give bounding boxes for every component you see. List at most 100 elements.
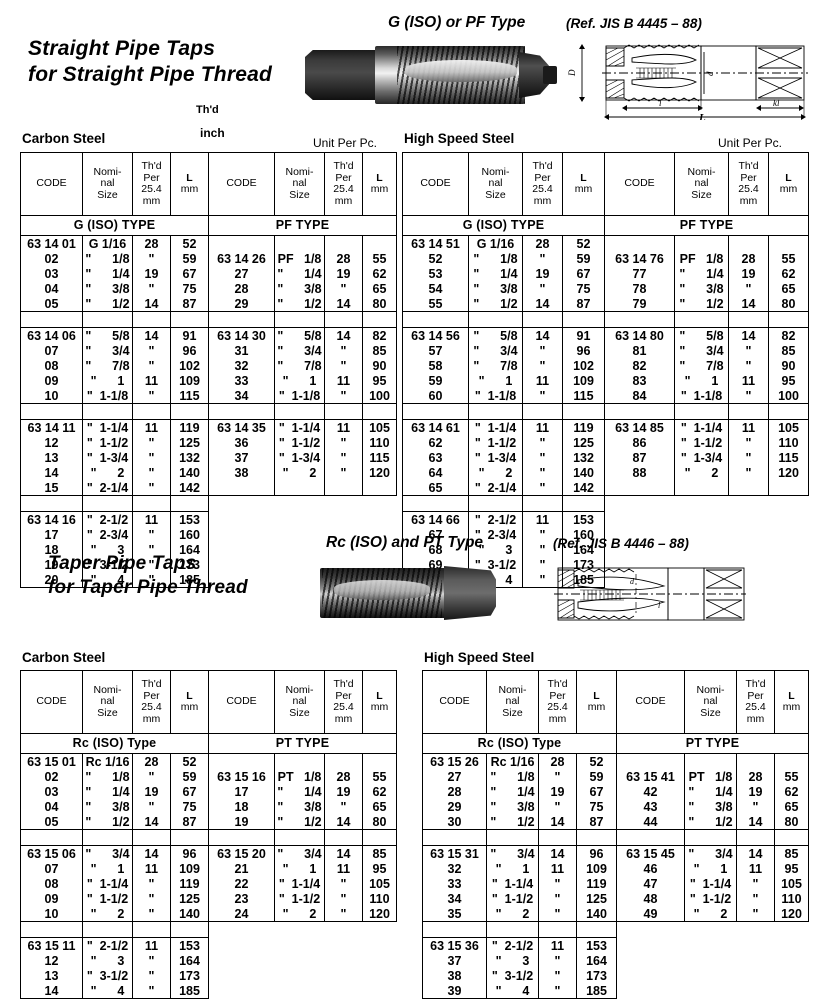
cell-thd-left: " [538,799,577,814]
cell-code-left: 63 14 06 [20,327,83,343]
cell-code-right: 83 [604,373,675,388]
cell-code-right [616,753,685,769]
cell-code-left: 02 [20,251,83,266]
cell-length-right: 62 [768,266,809,281]
table-row: 58 " 7/8 " 102 82 " 7/8 " 90 [402,358,809,373]
cell-size-right [274,753,325,769]
cell-length-right: 62 [774,784,809,799]
cell-size-left: " 3/4 [82,845,133,861]
cell-thd-left: " [132,435,171,450]
group-separator-cell [486,921,539,938]
table-row: 20 " 4 " 185 [20,572,397,588]
cell-thd-left: " [522,480,563,496]
cell-empty-right [363,953,397,968]
group-separator [402,311,809,328]
cell-code-left: 38 [422,968,487,983]
cell-code-left: 33 [422,876,487,891]
cell-length-left: 132 [562,450,605,465]
table-type-row: Rc (ISO) Type PT TYPE [422,733,809,754]
cell-thd-left: 14 [522,327,563,343]
cell-thd-right: " [728,388,769,404]
cell-thd-right: 11 [728,373,769,388]
cell-empty-right [325,968,363,983]
cell-thd-left: " [132,465,171,480]
cell-length-left: 91 [170,327,209,343]
cell-code-left: 30 [422,814,487,830]
cell-thd-right [324,480,363,496]
cell-thd-right: " [324,906,363,922]
cell-size-right [274,480,325,496]
cell-length-right [362,235,397,251]
cell-size-right: " 1-1/2 [274,891,325,906]
cell-thd-right: 11 [324,861,363,876]
th-nominal-size-right: Nomi-nal Size [684,670,737,734]
cell-empty-right [769,527,809,542]
cell-code-left: 08 [20,876,83,891]
cell-length-left: 87 [170,814,209,830]
cell-length-right [768,480,809,496]
table-row: 52 " 1/8 " 59 63 14 76 PF 1/8 28 55 [402,251,809,266]
cell-length-left: 115 [562,388,605,404]
group-separator-cell [363,922,397,938]
dim-label-l: l [659,98,662,108]
table-row: 38 " 3-1/2 " 173 [422,968,809,983]
cell-length-right: 82 [362,327,397,343]
th-thd-right: Th'd Per 25.4 mm [324,152,363,216]
cell-length-left: 164 [562,542,605,557]
taper-type-label: Rc (ISO) and PT Type [326,534,484,551]
cell-size-left: " 5/8 [82,327,133,343]
cell-length-right: 100 [362,388,397,404]
cell-empty-right [617,968,685,983]
group-separator-cell [82,495,133,512]
th-code-right: CODE [616,670,685,734]
group-separator [20,829,397,846]
group-separator-cell [82,921,133,938]
cell-length-right: 115 [362,450,397,465]
cell-length-left: 173 [576,968,617,983]
table-row: 07 " 1 11 109 21 " 1 11 95 [20,861,397,876]
th-thd-right: Th'd Per 25.4 mm [324,670,363,734]
cell-size-right [674,480,729,496]
cell-empty-right [737,938,775,954]
cell-length-left: 109 [170,861,209,876]
cell-size-left: " 2 [82,465,133,480]
cell-code-right: 77 [604,266,675,281]
cell-thd-right: " [736,891,775,906]
cell-thd-right: " [728,343,769,358]
taper-hss-material-title: High Speed Steel [424,650,535,665]
cell-code-right: 44 [616,814,685,830]
type-label-right: PF TYPE [604,215,809,236]
cell-size-left: " 1-1/8 [82,388,133,404]
cell-code-left: 05 [20,296,83,312]
table-row: 17 " 2-3/4 " 160 [20,527,397,542]
group-separator-cell [768,311,809,328]
group-separator-cell [684,829,737,846]
cell-thd-right [736,753,775,769]
th-code-left: CODE [20,670,83,734]
cell-code-right: 23 [208,891,275,906]
cell-size-right: " 1 [274,373,325,388]
group-separator-cell [275,496,325,512]
cell-thd-left: 14 [132,845,171,861]
cell-length-right: 80 [768,296,809,312]
group-separator-cell [325,922,363,938]
cell-code-right: 18 [208,799,275,814]
cell-size-left: G 1/16 [468,235,523,251]
group-separator-cell [728,403,769,420]
straight-carbon-material-title: Carbon Steel [22,131,106,146]
table-row: 63 15 26 Rc 1/16 28 52 [422,753,809,769]
cell-size-left: Rc 1/16 [82,753,133,769]
cell-thd-right: 28 [736,769,775,784]
group-separator-cell [362,311,397,328]
cell-thd-right: " [324,358,363,373]
cell-code-left: 12 [20,953,83,968]
cell-length-right: 62 [362,784,397,799]
cell-length-left: 140 [170,465,209,480]
cell-empty-right [209,968,275,983]
straight-tap-drawing: D d l kl L [566,38,811,120]
cell-thd-left: " [132,450,171,465]
cell-thd-left: 11 [132,511,171,527]
cell-code-left: 19 [20,557,83,572]
cell-empty-right [363,938,397,954]
dim-label-L: L [698,112,706,120]
